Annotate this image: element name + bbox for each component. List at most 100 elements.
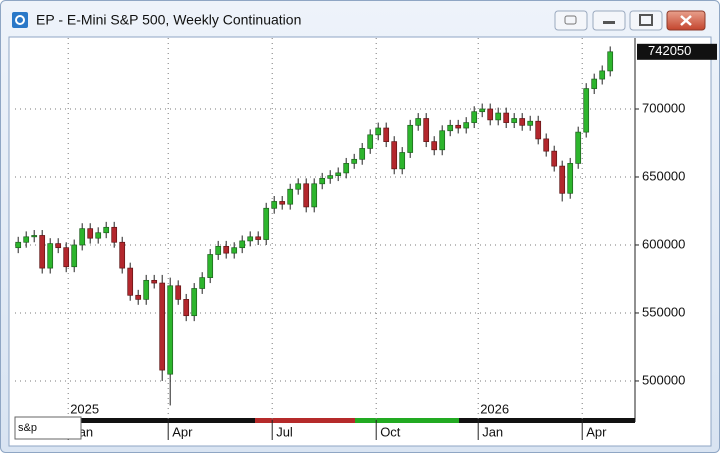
plot-area [15,38,635,420]
year-label: 2025 [70,401,99,416]
minimize-icon [603,21,615,24]
app-icon [12,12,28,28]
candle-body [239,240,246,249]
candle-body [31,235,38,238]
candle-body [423,118,430,142]
candle-body [135,294,142,300]
candle-body [607,51,614,72]
candle-body [439,130,446,151]
candle-body [391,141,398,170]
candle-body [39,235,46,269]
candle-body [535,120,542,140]
candle-body [399,152,406,170]
candle-body [207,254,214,278]
candle-body [71,244,78,268]
candle-body [447,124,454,132]
candle-body [247,236,254,242]
candle-body [279,201,286,205]
candle-body [303,183,310,208]
minimize-button[interactable] [592,10,626,31]
candle-body [151,279,158,284]
candle-body [311,183,318,208]
candle-body [487,108,494,121]
y-tick-label: 550000 [642,304,685,319]
x-tick-label: Apr [172,424,193,439]
candle-body [527,120,534,126]
candle-body [223,245,230,254]
candle-body [103,226,110,234]
candle-body [495,112,502,121]
candle-body [183,299,190,317]
app-icon-glyph [15,15,25,25]
candle-body [543,138,550,152]
candle-body [159,282,166,371]
candle-body [591,78,598,89]
candle-body [407,124,414,153]
period-strip [255,418,355,423]
symbol-input[interactable] [14,416,82,440]
candle-body [295,183,302,190]
period-strip [459,418,635,423]
candle-body [575,131,582,164]
candle-body [111,226,118,243]
candle-body [15,241,22,249]
candle-body [119,241,126,269]
x-tick-label: Jan [482,424,503,439]
candle-body [431,141,438,151]
candle-body [567,163,574,194]
candle-body [375,127,382,136]
candle-body [87,228,94,239]
candle-body [415,118,422,126]
y-tick-label: 500000 [642,372,685,387]
candle-body [215,245,222,255]
period-strip [355,418,459,423]
candle-body [271,201,278,209]
candle-body [359,148,366,160]
y-tick-label: 600000 [642,236,685,251]
y-tick-label: 650000 [642,168,685,183]
candle-body [175,285,182,300]
candle-body [367,134,374,149]
last-price-label: 742050 [648,43,691,58]
candle-body [167,285,174,375]
candle-body [335,172,342,176]
symbol-input-text: s&p [18,422,37,434]
x-tick-label: Jul [276,424,293,439]
candle-body [55,243,62,249]
x-tick-label: Oct [380,424,401,439]
window-title: EP - E-Mini S&P 500, Weekly Continuation [36,12,301,28]
candle-body [319,177,326,185]
candle-body [143,279,150,300]
candle-body [559,165,566,194]
x-tick-label: Apr [586,424,607,439]
y-tick-label: 700000 [642,100,685,115]
candle-body [95,232,102,239]
candle-body [191,288,198,317]
candle-body [383,127,390,142]
candle-body [47,243,54,269]
maximize-button[interactable] [629,10,663,31]
candle-body [23,236,30,243]
candle-body [479,108,486,113]
candle-body [551,150,558,167]
candle-body [511,118,518,123]
candle-body [351,158,358,164]
pin-button[interactable] [554,10,588,31]
candle-body [463,122,470,129]
candle-body [471,111,478,123]
candle-body [327,175,334,179]
candle-body [583,88,590,133]
candle-body [231,247,238,254]
pin-icon [564,15,577,25]
candle-body [263,207,270,240]
maximize-icon [639,14,653,26]
period-strip [15,418,255,423]
candle-body [599,70,606,80]
candle-body [79,228,86,246]
candle-body [127,267,134,296]
candle-body [255,236,262,240]
close-icon [680,15,692,26]
candle-body [455,124,462,129]
candle-body [343,163,350,174]
